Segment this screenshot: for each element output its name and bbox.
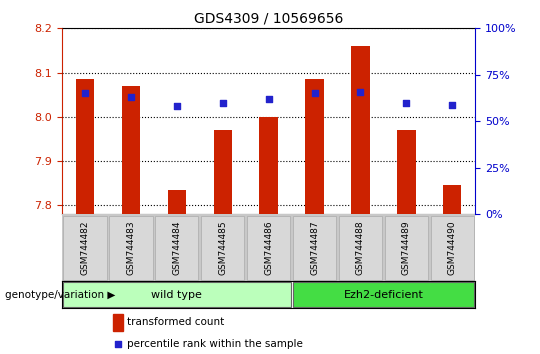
Bar — [122, 86, 140, 214]
FancyBboxPatch shape — [385, 216, 428, 280]
Point — [81, 91, 90, 96]
Point — [172, 103, 181, 109]
Text: GSM744485: GSM744485 — [218, 221, 227, 275]
FancyBboxPatch shape — [156, 216, 198, 280]
Text: GSM744483: GSM744483 — [126, 221, 136, 275]
Bar — [113, 314, 123, 331]
Text: transformed count: transformed count — [127, 317, 224, 327]
Bar — [214, 130, 232, 214]
Point — [126, 94, 135, 100]
FancyBboxPatch shape — [293, 282, 474, 307]
Text: GSM744490: GSM744490 — [448, 221, 457, 275]
FancyBboxPatch shape — [293, 216, 336, 280]
Text: GSM744484: GSM744484 — [172, 221, 181, 275]
Bar — [443, 185, 461, 214]
FancyBboxPatch shape — [247, 216, 290, 280]
Text: GSM744482: GSM744482 — [80, 221, 90, 275]
Bar — [305, 79, 323, 214]
Point — [402, 100, 410, 105]
Point — [114, 341, 123, 347]
Text: GSM744489: GSM744489 — [402, 221, 411, 275]
Point — [356, 88, 365, 94]
Bar — [397, 130, 416, 214]
FancyBboxPatch shape — [110, 216, 152, 280]
Text: genotype/variation ▶: genotype/variation ▶ — [5, 290, 116, 300]
FancyBboxPatch shape — [431, 216, 474, 280]
FancyBboxPatch shape — [201, 216, 244, 280]
Point — [310, 91, 319, 96]
FancyBboxPatch shape — [63, 282, 291, 307]
Bar — [167, 190, 186, 214]
Bar — [76, 79, 94, 214]
Text: GSM744488: GSM744488 — [356, 221, 365, 275]
Text: GSM744487: GSM744487 — [310, 221, 319, 275]
Text: wild type: wild type — [151, 290, 202, 300]
Title: GDS4309 / 10569656: GDS4309 / 10569656 — [194, 12, 343, 26]
Text: percentile rank within the sample: percentile rank within the sample — [127, 339, 303, 349]
Bar — [259, 117, 278, 214]
Text: GSM744486: GSM744486 — [264, 221, 273, 275]
Point — [265, 96, 273, 102]
Text: Ezh2-deficient: Ezh2-deficient — [343, 290, 423, 300]
Point — [218, 100, 227, 105]
Point — [448, 102, 456, 107]
FancyBboxPatch shape — [64, 216, 106, 280]
Bar — [351, 46, 369, 214]
FancyBboxPatch shape — [339, 216, 382, 280]
